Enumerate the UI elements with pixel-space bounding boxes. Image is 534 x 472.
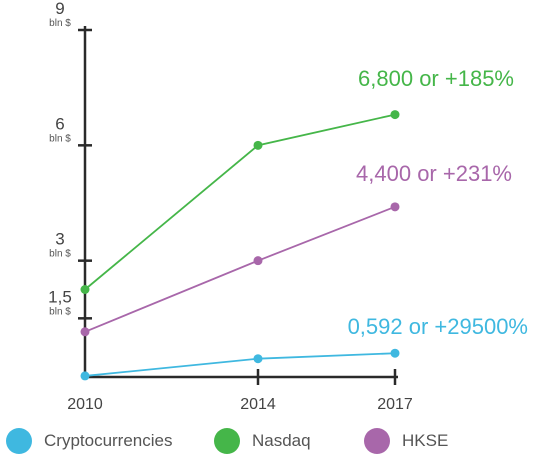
data-point-cryptocurrencies [390,348,400,358]
data-point-nasdaq [253,140,263,150]
legend-item-hkse: HKSE [364,428,448,454]
y-tick-unit: bln $ [49,249,71,260]
data-point-nasdaq [390,110,400,120]
legend-label-nasdaq: Nasdaq [252,431,311,450]
x-tick-label: 2014 [240,396,276,413]
y-tick-label: 6 [55,114,64,133]
legend-item-cryptocurrencies: Cryptocurrencies [6,428,173,454]
y-tick-label: 9 [55,0,64,18]
y-tick-unit: bln $ [49,133,71,144]
series-line-nasdaq [84,113,396,291]
annotation-hkse: 4,400 or +231% [356,161,512,186]
series-annotations: 0,592 or +29500% 6,800 or +185% 4,400 or +… [348,66,528,339]
data-point-cryptocurrencies [253,354,263,364]
legend-item-nasdaq: Nasdaq [214,428,311,454]
data-point-hkse [253,256,263,266]
legend-label-cryptocurrencies: Cryptocurrencies [44,431,173,450]
series-points [80,110,400,381]
x-tick-label: 2017 [377,396,413,413]
series-line-cryptocurrencies [84,352,396,377]
y-tick-label: 1,5 [48,287,72,306]
data-point-nasdaq [80,285,90,294]
legend-label-hkse: HKSE [402,431,449,450]
legend-dot-cryptocurrencies [6,428,32,454]
y-tick-unit: bln $ [49,18,71,29]
x-tick-label: 2010 [67,396,103,413]
data-point-hkse [390,202,400,212]
annotation-nasdaq: 6,800 or +185% [358,66,514,91]
data-point-cryptocurrencies [80,371,90,381]
y-tick-label: 3 [55,230,64,249]
annotation-cryptocurrencies: 0,592 or +29500% [348,314,528,339]
legend: Cryptocurrencies Nasdaq HKSE [0,428,534,464]
data-point-hkse [80,327,90,337]
legend-dot-hkse [364,428,390,454]
y-tick-unit: bln $ [49,306,71,317]
legend-dot-nasdaq [214,428,240,454]
